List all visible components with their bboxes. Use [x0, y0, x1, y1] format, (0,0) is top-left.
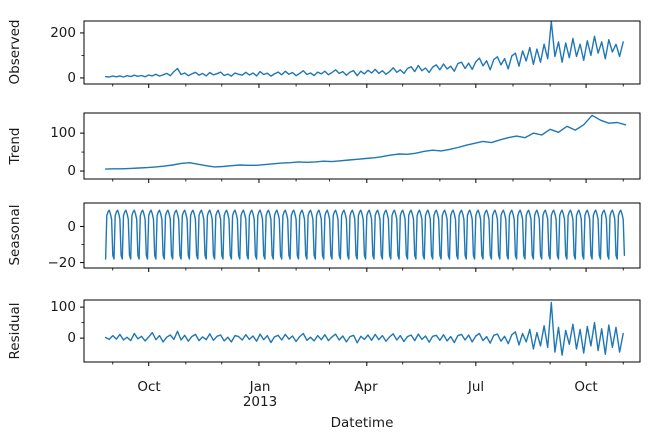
trend-ytick-0: 0: [67, 163, 76, 179]
xtick-oct-2012: Oct: [137, 379, 161, 395]
seasonal-ytick-0: 0: [67, 219, 76, 235]
xtick-jul-2013: Jul: [467, 379, 485, 395]
xtick-apr-2013: Apr: [354, 379, 378, 395]
residual-ytick-100: 100: [50, 299, 76, 315]
observed-ytick-200: 200: [50, 25, 76, 41]
seasonal-ytick-neg20: −20: [47, 255, 77, 271]
x-axis-title: Datetime: [330, 415, 394, 431]
residual-ytick-0: 0: [67, 330, 76, 346]
xtick-jan-2013: Jan: [249, 379, 271, 395]
trend-ytick-100: 100: [50, 125, 76, 141]
xtick-year-2013: 2013: [242, 394, 278, 410]
observed-ytick-0: 0: [67, 70, 76, 86]
xtick-oct-2013: Oct: [574, 379, 598, 395]
